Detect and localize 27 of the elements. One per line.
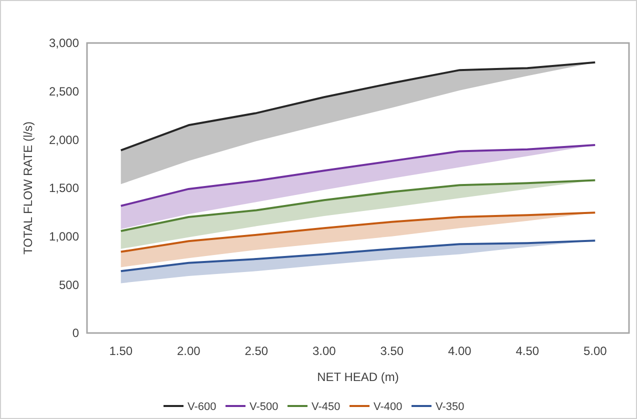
y-tick-label: 500: [58, 278, 80, 292]
x-tick-label: 3.00: [312, 344, 336, 358]
legend-label: V-600: [188, 400, 216, 413]
y-tick-label: 2,000: [48, 132, 80, 147]
x-tick-label: 3.50: [380, 344, 404, 358]
y-tick-label: 0: [72, 326, 80, 340]
line-series: [120, 179, 596, 232]
x-tick-label: 4.00: [448, 344, 472, 358]
x-tick-label: 4.50: [516, 344, 540, 358]
line-series: [120, 144, 596, 207]
legend-label: V-450: [312, 400, 340, 413]
x-axis-title: NET HEAD (m): [317, 370, 399, 384]
x-tick-label: 5.00: [583, 344, 608, 358]
x-tick-label: 2.50: [244, 344, 268, 358]
legend-label: V-350: [436, 400, 464, 413]
line-series: [120, 240, 596, 272]
y-axis-title: TOTAL FLOW RATE (l/s): [21, 122, 35, 254]
line-series: [120, 61, 596, 152]
y-tick-label: 1,000: [48, 230, 80, 244]
line-series: [120, 212, 596, 253]
x-tick-label: 2.00: [176, 344, 201, 358]
y-tick-label: 2,500: [48, 84, 80, 99]
y-tick-label: 1,500: [48, 181, 80, 196]
legend-label: V-400: [374, 400, 402, 413]
x-tick-label: 1.50: [109, 344, 133, 358]
legend-label: V-500: [250, 400, 278, 413]
y-tick-label: 3,000: [48, 36, 80, 50]
